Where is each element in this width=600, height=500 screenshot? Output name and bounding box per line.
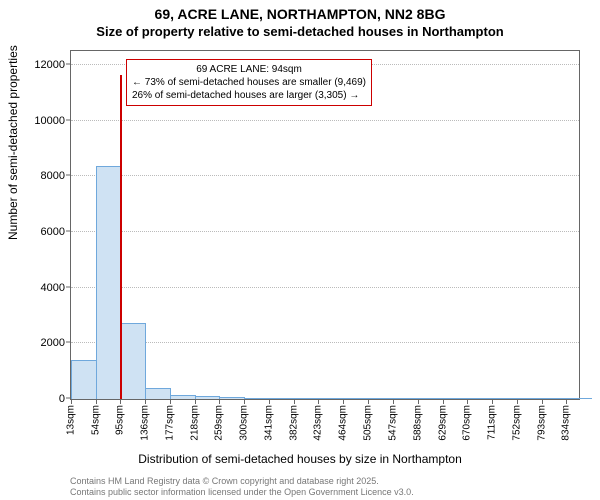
xtick-label: 629sqm [437,405,448,441]
histogram-bar [368,398,394,399]
ytick-label: 12000 [34,59,65,71]
histogram-bar [170,395,196,399]
histogram-bar [418,398,444,399]
histogram-bar [294,398,320,399]
xtick-mark [566,399,567,404]
annotation-line: ← 73% of semi-detached houses are smalle… [132,76,366,89]
xtick-mark [517,399,518,404]
annotation-box: 69 ACRE LANE: 94sqm← 73% of semi-detache… [126,59,372,106]
histogram-bar [343,398,369,399]
histogram-bar [120,323,146,399]
xtick-mark [318,399,319,404]
annotation-line: 69 ACRE LANE: 94sqm [132,63,366,76]
annotation-line: 26% of semi-detached houses are larger (… [132,89,366,102]
histogram-bar [318,398,344,399]
ytick-mark [66,63,71,64]
xtick-mark [467,399,468,404]
plot-area: 02000400060008000100001200013sqm54sqm95s… [70,50,580,400]
chart-title-sub: Size of property relative to semi-detach… [0,24,600,39]
xtick-label: 218sqm [189,405,200,441]
ytick-label: 10000 [34,115,65,127]
xtick-label: 300sqm [239,405,250,441]
xtick-label: 670sqm [462,405,473,441]
xtick-mark [418,399,419,404]
xtick-mark [393,399,394,404]
ytick-label: 4000 [41,282,65,294]
xtick-label: 752sqm [511,405,522,441]
xtick-mark [343,399,344,404]
property-size-chart: 69, ACRE LANE, NORTHAMPTON, NN2 8BG Size… [0,0,600,500]
xtick-label: 793sqm [536,405,547,441]
histogram-bar [566,398,592,399]
histogram-bar [219,397,245,399]
xtick-label: 588sqm [412,405,423,441]
property-marker-line [120,75,122,399]
xtick-label: 505sqm [362,405,373,441]
gridline-h [71,175,579,176]
ytick-label: 2000 [41,337,65,349]
xtick-mark [269,399,270,404]
ytick-mark [66,175,71,176]
xtick-mark [368,399,369,404]
ytick-label: 0 [59,393,65,405]
gridline-h [71,342,579,343]
ytick-mark [66,119,71,120]
ytick-mark [66,342,71,343]
histogram-bar [244,398,270,399]
histogram-bar [517,398,543,399]
histogram-bar [443,398,469,399]
xtick-mark [71,399,72,404]
ytick-mark [66,230,71,231]
xtick-mark [219,399,220,404]
ytick-mark [66,286,71,287]
gridline-h [71,287,579,288]
xtick-mark [195,399,196,404]
xtick-label: 341sqm [263,405,274,441]
histogram-bar [393,398,419,399]
xtick-label: 54sqm [90,405,101,435]
xtick-label: 711sqm [487,405,498,440]
xtick-mark [170,399,171,404]
xtick-mark [294,399,295,404]
xtick-mark [96,399,97,404]
xtick-label: 177sqm [164,405,175,441]
xtick-mark [492,399,493,404]
footer-line-2: Contains public sector information licen… [70,487,414,498]
xtick-label: 95sqm [115,405,126,435]
xtick-label: 464sqm [338,405,349,441]
histogram-bar [542,398,568,399]
xtick-label: 834sqm [561,405,572,441]
histogram-bar [145,388,171,399]
gridline-h [71,120,579,121]
histogram-bar [269,398,295,399]
ytick-label: 6000 [41,226,65,238]
histogram-bar [467,398,493,399]
footer-line-1: Contains HM Land Registry data © Crown c… [70,476,414,487]
x-axis-label: Distribution of semi-detached houses by … [0,452,600,466]
xtick-mark [443,399,444,404]
xtick-label: 547sqm [388,405,399,441]
chart-footer: Contains HM Land Registry data © Crown c… [70,476,414,498]
xtick-label: 13sqm [66,405,77,435]
histogram-bar [71,360,97,399]
histogram-bar [195,396,221,399]
xtick-label: 423sqm [313,405,324,441]
xtick-mark [244,399,245,404]
xtick-label: 136sqm [140,405,151,441]
xtick-mark [120,399,121,404]
chart-title-main: 69, ACRE LANE, NORTHAMPTON, NN2 8BG [0,6,600,22]
y-axis-label: Number of semi-detached properties [6,45,20,240]
histogram-bar [96,166,122,399]
xtick-mark [145,399,146,404]
xtick-mark [542,399,543,404]
xtick-label: 382sqm [288,405,299,441]
xtick-label: 259sqm [214,405,225,441]
histogram-bar [492,398,518,399]
gridline-h [71,231,579,232]
ytick-label: 8000 [41,170,65,182]
